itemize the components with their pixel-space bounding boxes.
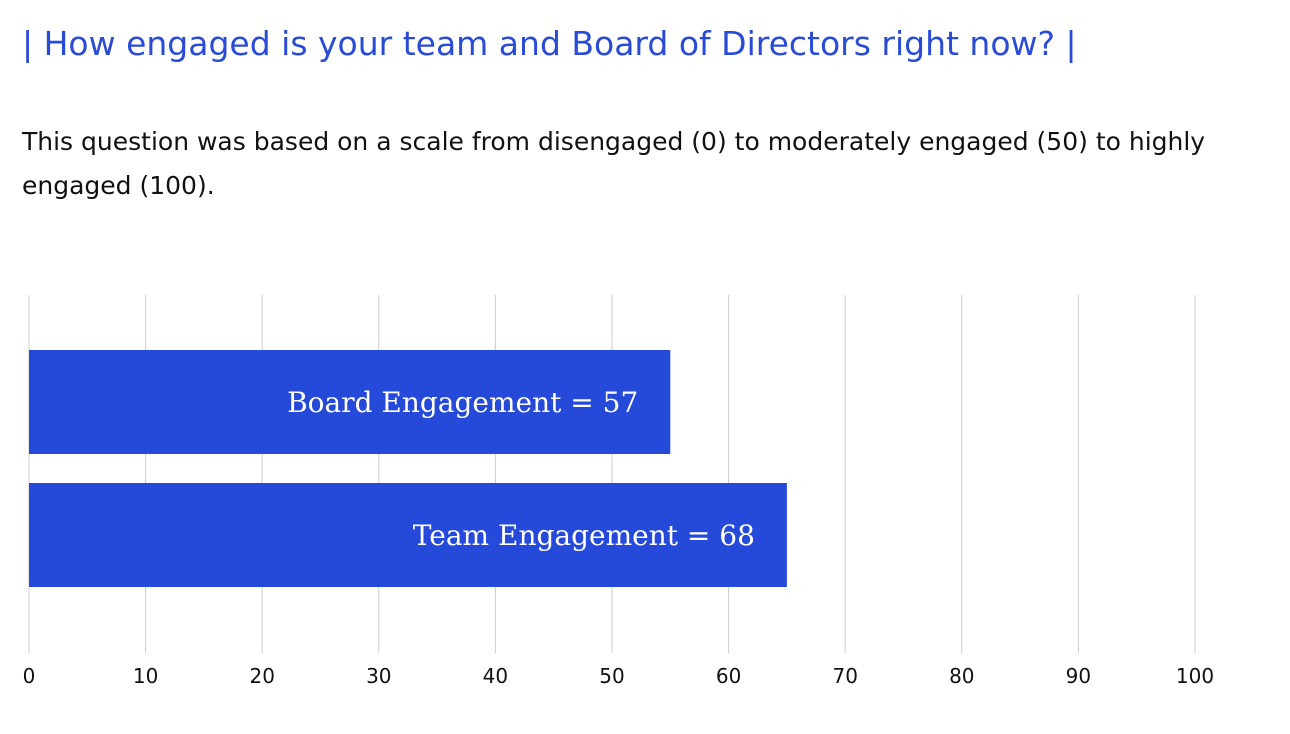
page-title: | How engaged is your team and Board of …: [22, 24, 1077, 63]
x-tick-label: 50: [599, 664, 624, 688]
x-tick-label: 30: [366, 664, 391, 688]
bar: [29, 350, 671, 454]
x-tick-label: 20: [249, 664, 274, 688]
bar: [29, 483, 787, 587]
bar-data-label: Team Engagement = 68: [413, 519, 755, 552]
x-tick-label: 100: [1176, 664, 1214, 688]
x-tick-label: 60: [716, 664, 741, 688]
engagement-bar-chart: 0 10 20 30 40 50 60 70 80 90 100 Board Engagement =…: [23, 295, 1214, 688]
x-tick-label: 70: [832, 664, 857, 688]
x-tick-label: 90: [1066, 664, 1091, 688]
x-tick-label: 40: [483, 664, 508, 688]
chart-description: This question was based on a scale from …: [22, 127, 1206, 200]
bar-data-label: Board Engagement = 57: [287, 386, 638, 419]
x-tick-label: 0: [23, 664, 36, 688]
x-tick-label: 80: [949, 664, 974, 688]
x-tick-label: 10: [133, 664, 158, 688]
